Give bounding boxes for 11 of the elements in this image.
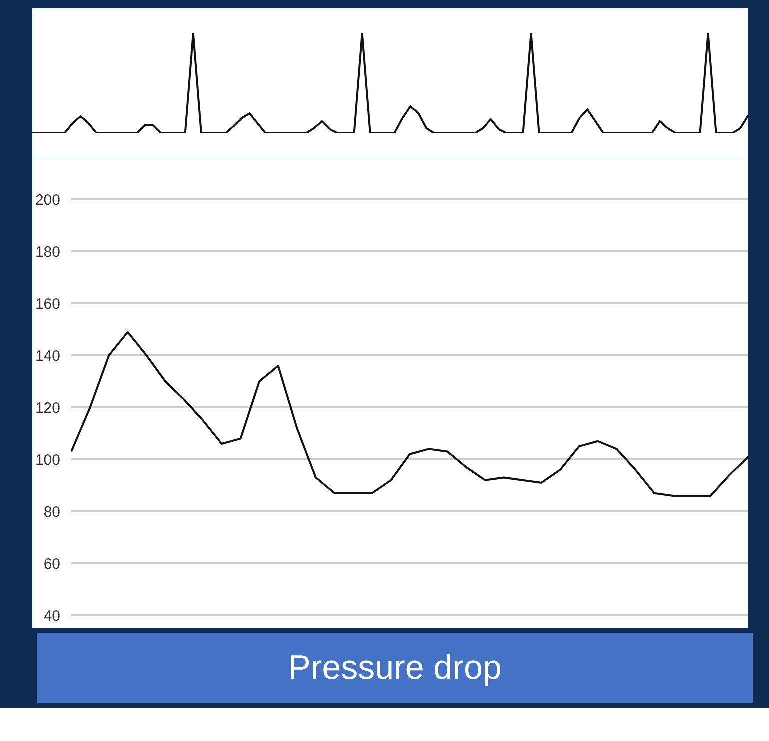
- y-tick-label: 80: [44, 504, 61, 522]
- y-tick-label: 40: [44, 608, 61, 626]
- y-tick-label: 120: [35, 400, 61, 418]
- line-series: [72, 331, 748, 497]
- y-tick-label: 100: [35, 452, 61, 470]
- y-tick-label: 160: [35, 296, 61, 314]
- text: Pressure drop: [288, 648, 502, 689]
- y-tick-label: 140: [35, 348, 61, 366]
- y-tick-label: 200: [35, 192, 61, 210]
- y-tick-label: 180: [35, 244, 61, 262]
- y-tick-label: 60: [44, 556, 61, 574]
